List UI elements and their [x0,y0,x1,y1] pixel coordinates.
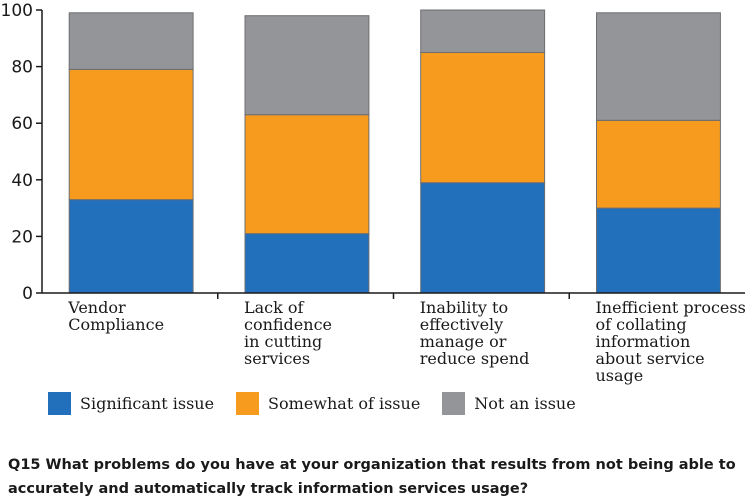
category-label-4: Inefficient process of collating informati… [595,298,745,385]
bar-segment-not-an-issue-cat3 [420,9,546,53]
legend-swatch-somewhat [236,392,260,415]
bar-segment-somewhat-of-issue-cat3 [420,52,546,184]
bar-segment-somewhat-of-issue-cat4 [596,119,721,209]
y-tick-label-0: 0 [22,284,33,304]
y-tick-label-60: 60 [11,114,33,134]
y-tick-label-100: 100 [1,1,33,21]
stacked-bar-chart: 0 20 40 60 80 100 Vendor Compliance Lack of conf… [1,1,746,385]
y-tick-label-20: 20 [11,227,33,247]
legend-label-somewhat: Somewhat of issue [268,394,421,413]
bar-segment-somewhat-of-issue-cat1 [68,68,194,201]
legend-swatch-significant [48,392,71,415]
category-label-1: Vendor Compliance [67,298,164,334]
y-ticks-layer: 0 20 40 60 80 100 [1,1,42,304]
y-tick-label-80: 80 [11,58,33,78]
bar-segment-not-an-issue-cat1 [68,12,194,70]
bar-segment-somewhat-of-issue-cat2 [244,114,370,235]
legend: Significant issue Somewhat of issue Not … [48,392,598,415]
bar-segment-not-an-issue-cat2 [244,15,370,116]
bar-segment-significant-issue-cat3 [420,182,546,294]
question-caption: Q15 What problems do you have at your or… [8,457,736,497]
axes-layer [41,10,745,299]
category-label-3: Inability to effectively manage or reduce s… [420,298,530,368]
bar-segment-significant-issue-cat4 [596,207,721,294]
category-label-2: Lack of confidence in cutting services [244,298,332,368]
bars-layer [68,9,721,294]
category-labels-layer: Vendor Compliance Lack of confidence in cutt… [67,298,746,385]
bar-segment-not-an-issue-cat4 [596,12,721,121]
bar-segment-significant-issue-cat2 [244,233,370,294]
legend-item-significant: Significant issue [48,392,214,415]
legend-label-not-an-issue: Not an issue [474,394,576,413]
y-tick-label-40: 40 [11,171,33,191]
legend-item-not-an-issue: Not an issue [442,392,576,415]
bar-segment-significant-issue-cat1 [68,199,194,294]
legend-swatch-not-an-issue [442,392,466,415]
legend-item-somewhat: Somewhat of issue [236,392,420,415]
legend-label-significant: Significant issue [80,394,215,413]
